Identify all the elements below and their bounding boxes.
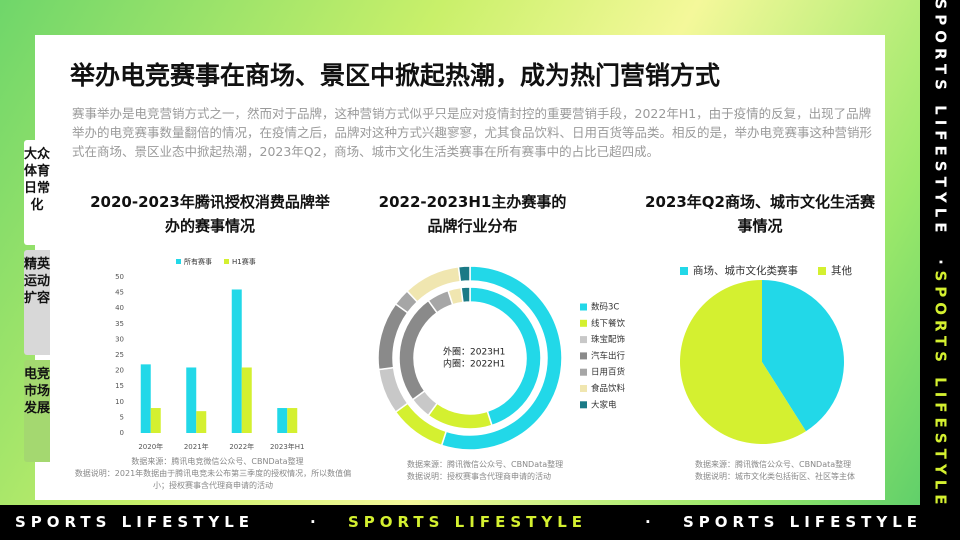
y-tick-label: 45 <box>115 289 124 297</box>
legend-label: 线下餐饮 <box>591 318 626 329</box>
legend-swatch <box>176 259 181 264</box>
tab[interactable]: 精英运动扩容 <box>24 250 50 355</box>
side-text: SPORTS LIFESTYLE <box>932 0 950 238</box>
paragraph: 赛事举办是电竞营销方式之一，然而对于品牌，这种营销方式似乎只是应对疫情封控的重要… <box>72 106 873 159</box>
bar <box>231 289 242 433</box>
tab[interactable]: 电竞市场发展 <box>24 360 50 462</box>
y-tick-label: 30 <box>115 335 124 343</box>
footer-text: SPORTS LIFESTYLE <box>683 513 923 531</box>
bar <box>140 364 151 433</box>
x-tick-label: 2022年 <box>229 442 254 451</box>
legend-label: 商场、城市文化类赛事 <box>693 264 798 277</box>
footer-text: · <box>645 513 656 531</box>
legend-label: H1赛事 <box>232 257 256 266</box>
bar <box>150 408 161 433</box>
legend-swatch <box>580 401 587 409</box>
note: 数据说明：2021年数据由于腾讯电竞未公布第三季度的授权情况，所以数值偏小；授权… <box>74 469 352 490</box>
legend-label: 所有赛事 <box>184 257 212 266</box>
legend-swatch <box>580 303 587 311</box>
legend-swatch <box>580 368 587 376</box>
side-band <box>920 0 960 540</box>
chart-title: 2022-2023H1主办赛事的品牌行业分布 <box>378 193 567 235</box>
legend-swatch <box>224 259 229 264</box>
center-label: 内圈：2022H1 <box>443 358 505 370</box>
legend-swatch <box>580 319 587 327</box>
y-tick-label: 50 <box>115 273 124 281</box>
footer-text: SPORTS LIFESTYLE <box>348 513 588 531</box>
footer-text: SPORTS LIFESTYLE <box>15 513 255 531</box>
source: 数据来源：腾讯电竞微信公众号、CBNData整理 <box>131 457 304 466</box>
y-tick-label: 20 <box>115 367 124 375</box>
donut-slice <box>460 286 471 304</box>
y-tick-label: 15 <box>115 382 124 390</box>
footer-text: · <box>310 513 321 531</box>
source: 数据来源：腾讯微信公众号、CBNData整理 <box>695 460 852 469</box>
y-tick-label: 40 <box>115 304 124 312</box>
x-tick-label: 2021年 <box>184 442 209 451</box>
page-title: 举办电竞赛事在商场、景区中掀起热潮，成为热门营销方式 <box>70 61 721 90</box>
bar <box>277 408 288 433</box>
pie-slice <box>762 280 845 432</box>
x-tick-label: 2023年H1 <box>270 442 305 451</box>
note: 数据说明：城市文化类包括街区、社区等主体 <box>695 472 855 481</box>
y-tick-label: 25 <box>115 351 124 359</box>
legend-swatch <box>580 352 587 360</box>
chart-title: 2023年Q2商场、城市文化生活赛事情况 <box>645 193 875 235</box>
legend-label: 珠宝配饰 <box>591 334 626 345</box>
legend-label: 数码3C <box>591 302 619 313</box>
legend-label: 大家电 <box>591 399 617 410</box>
legend-label: 日用百货 <box>591 367 626 378</box>
legend-label: 汽车出行 <box>591 350 626 361</box>
legend-label: 食品饮料 <box>591 383 626 394</box>
donut-slice <box>457 265 471 283</box>
side-text: · <box>932 259 950 265</box>
bar <box>196 411 207 433</box>
note: 数据说明：授权赛事含代理商申请的活动 <box>407 472 551 481</box>
y-tick-label: 5 <box>120 413 124 421</box>
side-text: SPORTS LIFESTYLE <box>932 270 950 509</box>
footer-band <box>0 505 920 540</box>
legend-swatch <box>680 267 688 275</box>
y-tick-label: 0 <box>120 429 124 437</box>
tab[interactable]: 大众体育日常化 <box>24 140 50 245</box>
pie-slice <box>680 280 806 444</box>
donut-slice <box>427 402 493 430</box>
legend-label: 其他 <box>831 264 852 277</box>
legend-swatch <box>818 267 826 275</box>
chart-title: 2020-2023年腾讯授权消费品牌举办的赛事情况 <box>90 193 330 235</box>
y-tick-label: 10 <box>115 398 124 406</box>
source: 数据来源：腾讯微信公众号、CBNData整理 <box>407 460 564 469</box>
bar <box>241 367 252 433</box>
x-tick-label: 2020年 <box>138 442 163 451</box>
bar <box>287 408 298 433</box>
legend-swatch <box>580 336 587 344</box>
center-label: 外圈：2023H1 <box>443 346 505 358</box>
legend-swatch <box>580 385 587 392</box>
y-tick-label: 35 <box>115 320 124 328</box>
bar <box>186 367 197 433</box>
